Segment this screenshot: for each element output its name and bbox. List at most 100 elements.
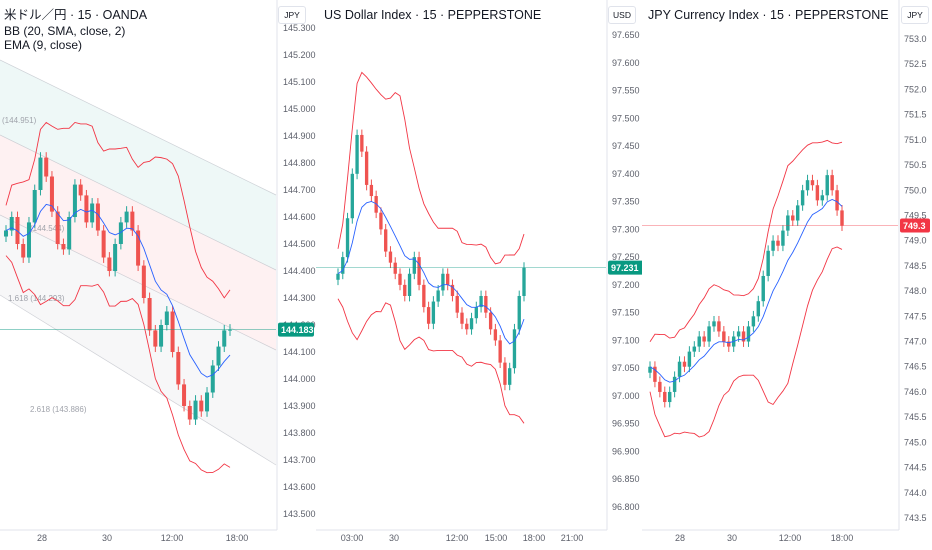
candle-body (512, 329, 517, 369)
price-tick-label: 743.5 (904, 513, 927, 523)
candle-body (38, 157, 43, 190)
usdjpy-chart[interactable]: 145.300 145.200 145.100 145.000 144.900 144.8… (0, 0, 316, 550)
candle-body (222, 330, 227, 347)
price-tick-label: 144.000 (283, 374, 316, 384)
price-tick-label: 744.5 (904, 463, 927, 473)
price-tick-label: 145.200 (283, 50, 316, 60)
candle-body (118, 222, 123, 244)
price-tick-label: 144.900 (283, 131, 316, 141)
price-tick-label: 97.100 (612, 335, 640, 345)
candle-body (187, 406, 192, 420)
candle-body (393, 262, 397, 274)
price-tick-label: 97.200 (612, 280, 640, 290)
time-tick-label: 28 (37, 533, 47, 543)
candle-body (766, 250, 770, 276)
time-tick-label: 18:00 (226, 533, 249, 543)
ema-line (5, 203, 231, 378)
candle-body (78, 184, 83, 196)
candle-body (199, 400, 204, 412)
price-tick-label: 143.900 (283, 401, 316, 411)
candle-body (455, 295, 459, 313)
candle-body (460, 312, 464, 324)
price-tick-label: 96.900 (612, 446, 640, 456)
candle-body (736, 331, 741, 337)
candle-body (61, 244, 66, 250)
candle-body (159, 325, 164, 347)
candle-body (216, 346, 221, 366)
dxy-panel[interactable]: 97.650 97.600 97.550 97.500 97.450 97.400 97.3… (316, 0, 642, 550)
candle-body (751, 316, 756, 327)
candle-body (360, 134, 364, 152)
price-tick-label: 97.600 (612, 58, 640, 68)
candle-body (193, 400, 198, 420)
usdjpy-title: 米ドル／円 · 15 · OANDA (4, 8, 148, 22)
price-tick-label: 96.950 (612, 419, 640, 429)
candle-body (3, 230, 9, 237)
price-tick-label: 97.050 (612, 363, 640, 373)
candle-body (677, 361, 682, 377)
dxy-title: US Dollar Index · 15 · PEPPERSTONE (324, 8, 542, 22)
candle-body (667, 391, 672, 403)
candle-body (479, 295, 483, 308)
candle-body (658, 381, 662, 392)
bb-upper-band (5, 121, 231, 299)
candle-body (810, 180, 815, 186)
price-tick-label: 143.800 (283, 428, 316, 438)
price-tick-label: 144.400 (283, 266, 316, 276)
time-tick-label: 18:00 (523, 533, 546, 543)
candle-body (648, 366, 652, 373)
jpy-index-chart[interactable]: 753.0 752.5 752.0 751.5 751.0 750.5 750.0 749.5… (642, 0, 932, 550)
price-tick-label: 97.400 (612, 169, 640, 179)
price-tick-label: 145.100 (283, 77, 316, 87)
ema-indicator-label[interactable]: EMA (9, close) (4, 38, 83, 52)
price-tick-label: 144.800 (283, 158, 316, 168)
candle-body (227, 329, 233, 331)
candle-body (136, 230, 141, 266)
candle-body (436, 290, 440, 302)
price-tick-label: 97.500 (612, 113, 640, 123)
candle-body (147, 298, 152, 331)
currency-button[interactable]: USD (608, 6, 636, 24)
candle-body (107, 257, 112, 271)
price-tick-label: 97.250 (612, 252, 640, 262)
candle-body (450, 284, 455, 296)
dxy-chart[interactable]: 97.650 97.600 97.550 97.500 97.450 97.400 97.3… (316, 0, 642, 550)
candle-body (417, 257, 421, 285)
price-tick-label: 748.0 (904, 286, 927, 296)
price-tick-label: 751.0 (904, 135, 927, 145)
candle-body (503, 362, 507, 385)
price-tick-label: 97.000 (612, 391, 640, 401)
candle-body (712, 321, 716, 327)
candle-body (124, 211, 129, 223)
candle-body (805, 180, 810, 191)
candle-body (49, 176, 54, 212)
candle-body (493, 329, 498, 341)
currency-button[interactable]: JPY (278, 6, 306, 24)
time-tick-label: 28 (675, 533, 685, 543)
candle-body (727, 341, 731, 347)
jpy-index-panel[interactable]: 753.0 752.5 752.0 751.5 751.0 750.5 750.0 749.5… (642, 0, 932, 550)
candle-body (72, 184, 77, 217)
price-tick-label: 97.350 (612, 197, 640, 207)
price-tick-label: 96.850 (612, 474, 640, 484)
bb-upper-band (649, 139, 843, 343)
price-tick-label: 747.5 (904, 311, 927, 321)
jpy-index-title: JPY Currency Index · 15 · PEPPERSTONE (648, 8, 889, 22)
candle-body (697, 336, 701, 347)
price-tick-label: 744.0 (904, 488, 927, 498)
candle-body (741, 331, 746, 342)
price-tick-label: 143.600 (283, 482, 316, 492)
candle-body (469, 318, 474, 330)
price-tick-label: 752.0 (904, 84, 927, 94)
time-tick-label: 21:00 (561, 533, 584, 543)
candle-body (141, 265, 146, 298)
candle-body (682, 361, 687, 367)
bb-indicator-label[interactable]: BB (20, SMA, close, 2) (4, 24, 126, 38)
ema-line (337, 200, 525, 345)
candle-body (815, 185, 820, 201)
candle-body (341, 257, 345, 274)
currency-button[interactable]: JPY (901, 6, 929, 24)
usdjpy-panel[interactable]: 145.300 145.200 145.100 145.000 144.900 144.8… (0, 0, 316, 550)
price-tick-label: 746.0 (904, 387, 927, 397)
price-tick-label: 97.650 (612, 30, 640, 40)
